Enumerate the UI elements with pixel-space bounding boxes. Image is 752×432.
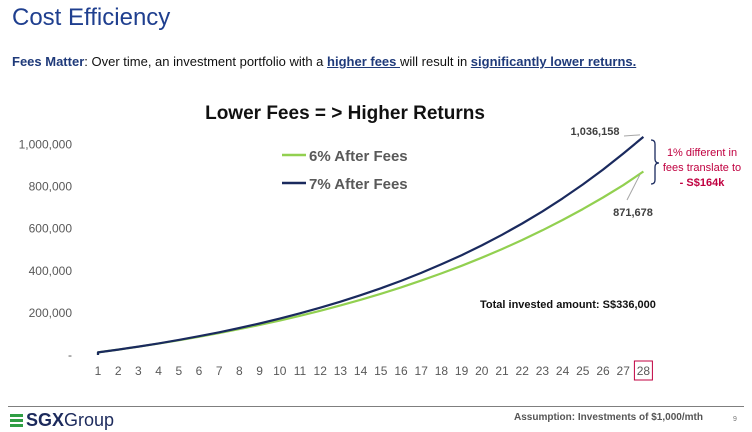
x-tick-label: 17 <box>415 364 429 378</box>
total-invested-note: Total invested amount: S$336,000 <box>480 299 656 311</box>
subtitle-lead: Fees Matter <box>12 54 85 69</box>
x-tick-label: 20 <box>475 364 489 378</box>
x-tick-label: 7 <box>216 364 223 378</box>
x-tick-label: 18 <box>435 364 449 378</box>
y-tick-label: 800,000 <box>29 180 73 194</box>
chart-title: Lower Fees = > Higher Returns <box>205 103 485 124</box>
chart-legend: 6% After Fees 7% After Fees <box>282 148 408 193</box>
x-tick-label: 28 <box>637 364 651 378</box>
assumption-footnote: Assumption: Investments of $1,000/mth <box>514 412 703 423</box>
callout-line-3: - S$164k <box>680 177 726 189</box>
x-tick-label: 14 <box>354 364 368 378</box>
x-tick-label: 3 <box>135 364 142 378</box>
x-tick-label: 22 <box>516 364 530 378</box>
y-tick-label: 600,000 <box>29 222 73 236</box>
y-tick-label: - <box>68 348 72 362</box>
x-tick-label: 2 <box>115 364 122 378</box>
x-axis: 1 2 3 4 5 6 7 8 9 10 11 12 13 14 15 16 17 18 19 20 21 22 23 24 2… <box>95 360 653 381</box>
subtitle-emphasis-lower-returns: significantly lower returns. <box>470 54 637 69</box>
x-tick-label: 16 <box>394 364 408 378</box>
end-value-label-7pct: 1,036,158 <box>571 126 620 138</box>
slide-title: Cost Efficiency <box>12 4 171 31</box>
x-tick-label: 11 <box>294 364 307 378</box>
x-tick-label: 23 <box>536 364 550 378</box>
x-tick-label: 10 <box>273 364 287 378</box>
sgx-group-logo: SGXGroup <box>10 410 114 431</box>
leader-line-6pct <box>626 174 641 201</box>
series-lines <box>96 136 645 355</box>
series-line-7pct <box>96 136 645 355</box>
x-tick-label: 24 <box>556 364 570 378</box>
slide-subtitle: Fees Matter: Over time, an investment po… <box>12 54 636 69</box>
y-axis: - 200,000 400,000 600,000 800,000 1,000,000 <box>19 138 73 363</box>
x-tick-label: 1 <box>95 364 102 378</box>
x-tick-label: 25 <box>576 364 590 378</box>
brace-bracket <box>650 139 660 185</box>
subtitle-emphasis-higher-fees: higher fees <box>327 54 400 69</box>
x-tick-label: 12 <box>314 364 328 378</box>
fee-returns-line-chart: Lower Fees = > Higher Returns - 200,000 40… <box>19 103 741 381</box>
end-value-label-6pct: 871,678 <box>613 207 653 219</box>
x-tick-label: 13 <box>334 364 348 378</box>
y-tick-label: 200,000 <box>29 306 73 320</box>
x-tick-label: 21 <box>495 364 509 378</box>
x-tick-label: 8 <box>236 364 243 378</box>
highlighted-year-box <box>633 360 653 381</box>
footer-divider <box>8 406 744 407</box>
legend-label: 6% After Fees <box>309 148 408 165</box>
sgx-logo-icon <box>10 414 23 427</box>
page-number: 9 <box>733 416 737 423</box>
callout-line-2: fees translate to <box>663 162 741 174</box>
x-tick-label: 15 <box>374 364 388 378</box>
y-tick-label: 400,000 <box>29 264 73 278</box>
x-tick-label: 26 <box>596 364 610 378</box>
chart-annotations: 1,036,158 871,678 1% different in fees tran… <box>480 126 741 311</box>
x-tick-label: 19 <box>455 364 469 378</box>
x-tick-label: 6 <box>196 364 203 378</box>
logo-text: SGXGroup <box>26 410 115 430</box>
subtitle-text-1: : Over time, an investment portfolio wit… <box>84 54 328 69</box>
x-tick-label: 4 <box>155 364 162 378</box>
leader-line-7pct <box>623 134 641 137</box>
legend-label: 7% After Fees <box>309 176 408 193</box>
x-tick-label: 5 <box>175 364 182 378</box>
subtitle-text-2: will result in <box>400 54 471 69</box>
y-tick-label: 1,000,000 <box>19 138 73 152</box>
x-tick-label: 9 <box>256 364 263 378</box>
x-tick-label: 27 <box>617 364 631 378</box>
callout-line-1: 1% different in <box>667 147 737 159</box>
